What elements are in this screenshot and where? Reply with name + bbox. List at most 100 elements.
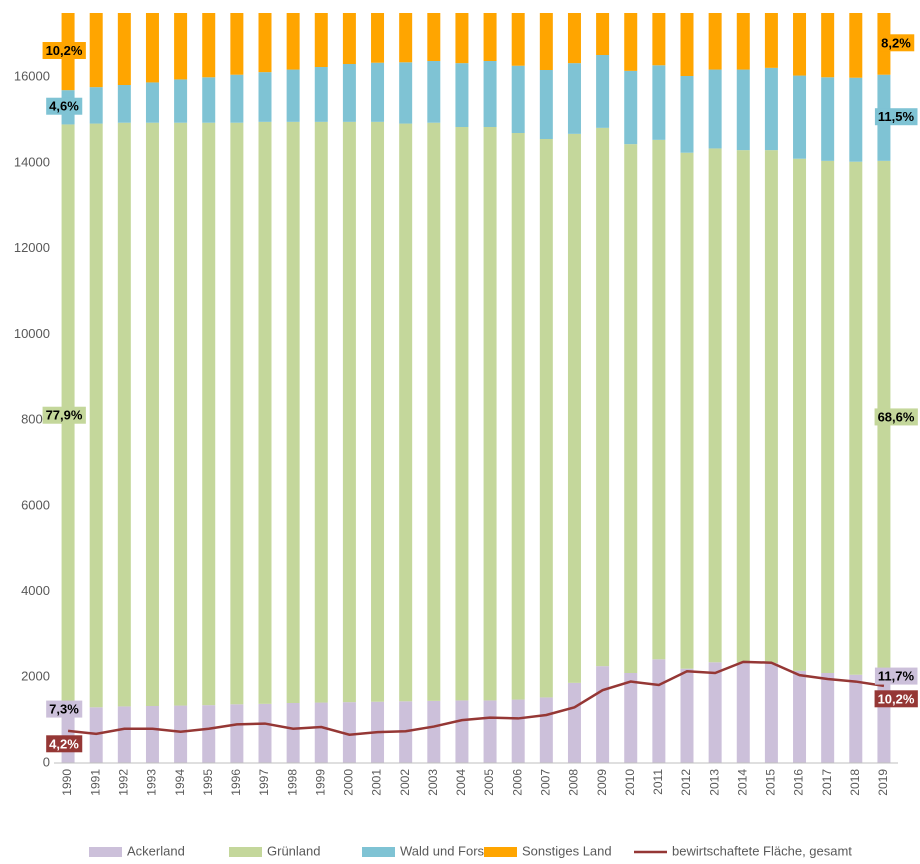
x-tick-label: 2015 (764, 769, 778, 796)
x-tick-label: 2007 (539, 769, 553, 796)
bar-segment (258, 72, 272, 122)
bar-segment (286, 13, 300, 70)
bar-segment (145, 122, 159, 706)
bar-segment (230, 13, 244, 75)
bar-segment (230, 122, 244, 705)
data-label: 10,2% (878, 691, 915, 706)
x-tick-label: 1996 (229, 769, 243, 796)
bar-segment (596, 127, 610, 667)
x-tick-label: 2008 (567, 769, 581, 796)
x-tick-label: 2012 (679, 769, 693, 796)
bar-segment (286, 121, 300, 704)
bar-segment (258, 121, 272, 704)
bar-segment (117, 13, 131, 85)
y-tick-label: 2000 (21, 669, 50, 684)
data-label-bg (874, 690, 918, 708)
legend-label: Sonstiges Land (522, 843, 612, 858)
bar-segment (202, 122, 216, 706)
bar-segment (286, 69, 300, 122)
bar-segment (567, 13, 581, 64)
x-tick-label: 2004 (454, 769, 468, 796)
y-tick-label: 16000 (14, 69, 50, 84)
legend-swatch (362, 847, 395, 857)
y-tick-label: 0 (43, 754, 50, 769)
data-label: 11,5% (878, 109, 915, 124)
bar-segment (145, 13, 159, 83)
line-series (67, 660, 885, 736)
bar-segment (145, 82, 159, 123)
bar-segment (736, 13, 750, 70)
bar-segment (511, 133, 525, 700)
data-label-bg (46, 700, 83, 718)
bar-segment (314, 13, 328, 67)
bar-segment (652, 139, 666, 660)
bar-segment (286, 703, 300, 763)
bar-segment (539, 13, 553, 70)
bar-segment (202, 77, 216, 123)
bar-segment (624, 144, 638, 674)
bar-segment (652, 65, 666, 140)
bar-segment (596, 666, 610, 763)
data-label-bg (874, 408, 918, 426)
data-label-bg (874, 667, 918, 685)
x-tick-label: 1991 (88, 769, 102, 796)
data-label: 4,6% (49, 99, 79, 114)
bar-segment (427, 122, 441, 701)
legend-label: Wald und Forst (400, 843, 488, 858)
bar-segment (511, 13, 525, 66)
legend-swatch (229, 847, 262, 857)
bar-segment (427, 700, 441, 763)
plot-area (61, 13, 891, 763)
x-tick-label: 2005 (482, 769, 496, 796)
x-tick-label: 2014 (735, 769, 749, 796)
bar-segment (314, 702, 328, 763)
bar-segment (793, 13, 807, 76)
bar-segment (483, 13, 497, 61)
bar-segment (117, 85, 131, 123)
bar-segment (652, 659, 666, 763)
bar-segment (821, 673, 835, 763)
bar-segment (680, 76, 694, 153)
y-tick-label: 10000 (14, 326, 50, 341)
bar-segment (117, 706, 131, 763)
bar-segment (483, 127, 497, 701)
bar-segment (314, 67, 328, 122)
x-tick-label: 1990 (60, 769, 74, 796)
legend-label: Ackerland (127, 843, 185, 858)
bar-segment (342, 702, 356, 763)
bar-segment (342, 121, 356, 703)
bar-segment (596, 13, 610, 55)
bar-segment (230, 704, 244, 763)
bar-segment (821, 13, 835, 78)
legend-swatch (484, 847, 517, 857)
bar-segment (455, 127, 469, 701)
bar-segment (371, 13, 385, 63)
x-tick-label: 2006 (510, 769, 524, 796)
bar-segment (708, 69, 722, 149)
bar-segment (736, 150, 750, 663)
bar-segment (117, 122, 131, 707)
bar-segment (849, 13, 863, 78)
x-tick-label: 2017 (820, 769, 834, 796)
x-tick-label: 2002 (398, 769, 412, 796)
bar-segment (793, 670, 807, 763)
bar-segment (680, 152, 694, 669)
data-label: 10,2% (46, 43, 83, 58)
bar-segment (202, 13, 216, 78)
bar-segment (764, 13, 778, 68)
legend-label: Grünland (267, 843, 320, 858)
y-tick-label: 4000 (21, 583, 50, 598)
x-tick-label: 2003 (426, 769, 440, 796)
bar-segment (624, 673, 638, 763)
bar-segment (821, 77, 835, 161)
legend-swatch (89, 847, 122, 857)
x-tick-label: 1995 (201, 769, 215, 796)
bar-segment (708, 662, 722, 763)
data-label-bg (878, 34, 915, 52)
bar-segment (483, 61, 497, 127)
bar-segment (399, 123, 413, 702)
y-tick-label: 6000 (21, 497, 50, 512)
bar-segment (539, 697, 553, 763)
bar-segment (399, 13, 413, 63)
bar-segment (849, 77, 863, 162)
